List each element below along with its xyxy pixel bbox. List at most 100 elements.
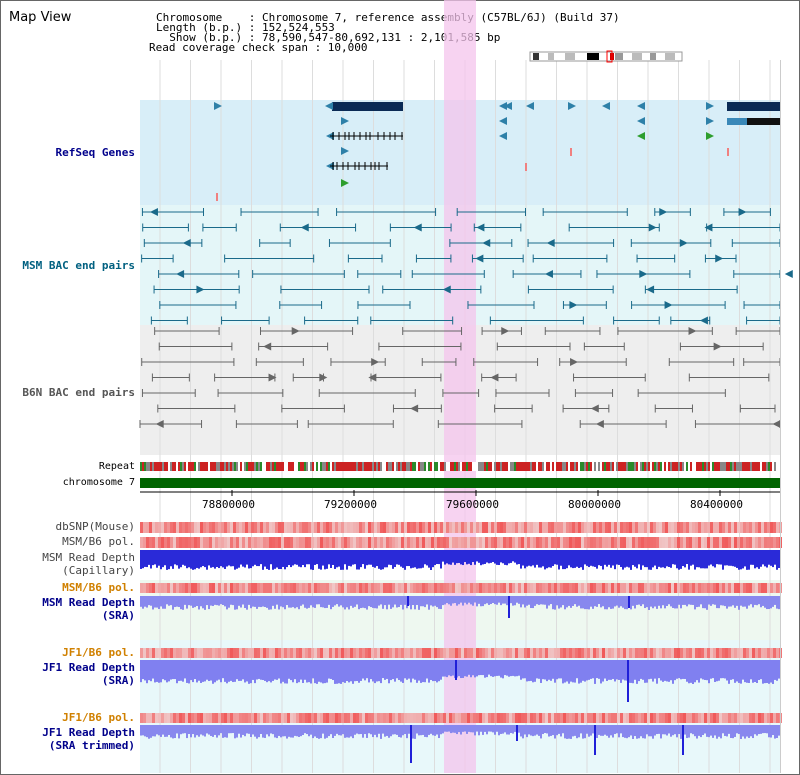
dbsnp-heat-cell — [407, 522, 410, 533]
jf1-pol-heat-cell — [146, 648, 149, 658]
msm-pol2-heat-cell — [377, 583, 380, 593]
jf1-trim-depth-bar — [776, 725, 778, 738]
msm-sra-depth-bar — [432, 596, 434, 607]
jf1-pol-heat-cell — [443, 648, 446, 658]
repeat-segment — [436, 462, 438, 471]
jf1-trim-depth-bar — [254, 725, 256, 737]
jf1-pol-heat-cell — [260, 648, 263, 658]
depth-spike — [594, 725, 596, 755]
jf1-sra-depth-bar — [154, 660, 156, 683]
jf1-sra-depth-bar — [590, 660, 592, 679]
track-label-repeat[interactable]: Repeat — [98, 461, 135, 472]
dbsnp-heat-cell — [200, 522, 203, 533]
msm-pol2-heat-cell — [167, 583, 170, 593]
msm-sra-depth-bar — [428, 596, 430, 610]
jf1-trim-depth-bar — [382, 725, 384, 734]
gene-arrow-icon — [499, 117, 507, 125]
jf1-pol-heat-cell — [293, 648, 296, 658]
track-label-msm-b6-pol-2[interactable]: MSM/B6 pol. — [62, 581, 135, 594]
msm-cap-depth-bar — [584, 550, 586, 565]
msm-pol-heat-cell — [635, 537, 638, 548]
msm-pol2-heat-cell — [689, 583, 692, 593]
jf1-pol-heat-cell — [344, 648, 347, 658]
msm-pol2-heat-cell — [215, 583, 218, 593]
msm-cap-depth-bar — [744, 550, 746, 567]
msm-sra-depth-bar — [388, 596, 390, 605]
jf1-sra-depth-bar — [156, 660, 158, 682]
jf1-sra-depth-bar — [432, 660, 434, 682]
msm-cap-depth-bar — [456, 550, 458, 564]
msm-cap-depth-bar — [548, 550, 550, 568]
jf1-trim-depth-bar — [684, 725, 686, 735]
msm-sra-depth-bar — [270, 596, 272, 610]
msm-cap-depth-bar — [566, 550, 568, 569]
jf1-sra-depth-bar — [604, 660, 606, 679]
dbsnp-heat-cell — [290, 522, 293, 533]
msm-pol2-heat-cell — [431, 583, 434, 593]
msm-sra-depth-bar — [548, 596, 550, 606]
msm-cap-depth-bar — [552, 550, 554, 567]
jf1-trim-depth-bar — [250, 725, 252, 738]
dbsnp-heat-cell — [614, 522, 617, 533]
jf1-trim-depth-bar — [542, 725, 544, 735]
msm-cap-depth-bar — [616, 550, 618, 565]
jf1-pol2-heat-cell — [590, 713, 593, 723]
repeat-segment — [382, 462, 384, 471]
msm-sra-depth-bar — [258, 596, 260, 607]
jf1-sra-depth-bar — [470, 660, 472, 678]
msm-pol-heat-cell — [710, 537, 713, 548]
dbsnp-heat-cell — [587, 522, 590, 533]
track-label-dbsnp[interactable]: dbSNP(Mouse) — [55, 520, 135, 533]
track-label-msm-b6-pol-1[interactable]: MSM/B6 pol. — [62, 535, 135, 548]
jf1-sra-depth-bar — [190, 660, 192, 681]
msm-pol2-heat-cell — [653, 583, 656, 593]
repeat-segment — [730, 462, 732, 471]
track-label-msm-depth-sra[interactable]: MSM Read Depth — [42, 596, 135, 609]
track-label-refseq[interactable]: RefSeq Genes — [55, 146, 135, 159]
bac-end-arrow-icon — [704, 223, 713, 232]
jf1-pol-heat-cell — [671, 648, 674, 658]
repeat-segment — [368, 462, 370, 471]
track-label-jf1-depth-trim[interactable]: JF1 Read Depth — [42, 726, 135, 739]
jf1-sra-depth-bar — [646, 660, 648, 683]
track-label-b6n-bac[interactable]: B6N BAC end pairs — [22, 386, 135, 399]
repeat-segment — [414, 462, 416, 471]
msm-pol2-heat-cell — [665, 583, 668, 593]
track-label-jf1-b6-pol-2[interactable]: JF1/B6 pol. — [62, 711, 135, 724]
repeat-segment — [254, 462, 256, 471]
dbsnp-heat-cell — [146, 522, 149, 533]
jf1-pol-heat-cell — [761, 648, 764, 658]
jf1-sra-depth-bar — [302, 660, 304, 683]
jf1-pol2-heat-cell — [215, 713, 218, 723]
dbsnp-heat-cell — [332, 522, 335, 533]
bac-end-arrow-icon — [570, 358, 579, 366]
msm-cap-depth-bar — [324, 550, 326, 570]
jf1-sra-depth-bar — [670, 660, 672, 681]
jf1-trim-depth-bar — [398, 725, 400, 738]
jf1-pol-heat-cell — [212, 648, 215, 658]
jf1-pol2-heat-cell — [446, 713, 449, 723]
repeat-segment — [262, 462, 264, 471]
track-label-jf1-depth-sra[interactable]: JF1 Read Depth — [42, 661, 135, 674]
msm-sra-depth-bar — [582, 596, 584, 609]
repeat-segment — [504, 462, 506, 471]
track-label-msm-bac[interactable]: MSM BAC end pairs — [22, 259, 135, 272]
msm-sra-depth-bar — [226, 596, 228, 610]
jf1-trim-depth-bar — [722, 725, 724, 734]
msm-pol-heat-cell — [581, 537, 584, 548]
track-label-msm-depth-cap[interactable]: MSM Read Depth — [42, 551, 135, 564]
msm-pol2-heat-cell — [755, 583, 758, 593]
track-label-jf1-b6-pol-1[interactable]: JF1/B6 pol. — [62, 646, 135, 659]
msm-pol-heat-cell — [155, 537, 158, 548]
dbsnp-heat-cell — [299, 522, 302, 533]
bac-end-arrow-icon — [738, 208, 747, 216]
msm-sra-depth-bar — [220, 596, 222, 605]
repeat-segment — [142, 462, 144, 471]
jf1-trim-depth-bar — [144, 725, 146, 737]
msm-pol-heat-cell — [728, 537, 731, 548]
msm-cap-depth-bar — [388, 550, 390, 565]
msm-pol-heat-cell — [521, 537, 524, 548]
jf1-sra-depth-bar — [462, 660, 464, 678]
msm-cap-depth-bar — [338, 550, 340, 567]
